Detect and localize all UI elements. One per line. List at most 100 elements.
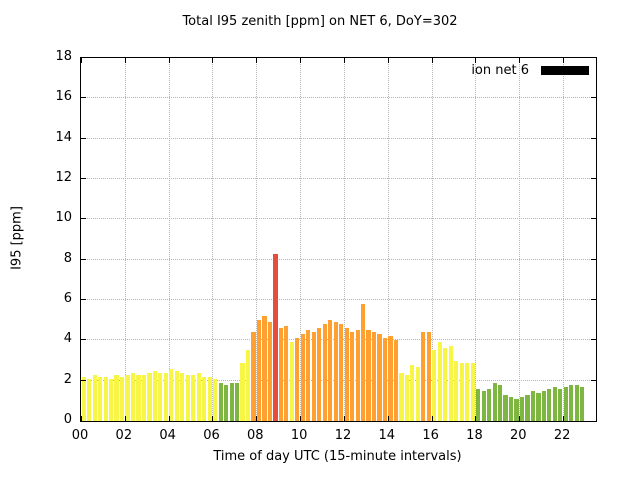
tick-mark-x	[387, 416, 389, 421]
grid-line-horizontal	[81, 339, 596, 341]
bar	[448, 346, 453, 421]
bar	[147, 372, 152, 421]
bar	[503, 394, 508, 421]
grid-line-vertical	[124, 58, 126, 421]
bar	[382, 338, 388, 421]
y-tick-label: 10	[55, 210, 72, 226]
bar	[103, 376, 108, 421]
bar	[432, 350, 437, 421]
bar	[465, 362, 470, 421]
x-tick-label: 12	[334, 428, 352, 443]
bar	[569, 384, 574, 421]
bar	[574, 384, 579, 421]
bar	[552, 386, 557, 421]
tick-mark-y	[81, 379, 86, 381]
tick-mark-x	[168, 416, 170, 421]
bar	[306, 330, 311, 421]
bar	[410, 364, 415, 421]
bar	[114, 374, 119, 421]
bar	[563, 386, 568, 421]
bar	[580, 386, 585, 421]
bar	[180, 372, 185, 421]
x-tick-label: 02	[115, 428, 133, 443]
bar	[130, 372, 136, 421]
bar	[273, 253, 278, 421]
bar	[470, 362, 475, 421]
bar	[92, 374, 97, 421]
bar	[158, 372, 163, 421]
bar	[476, 388, 481, 421]
bar	[169, 368, 174, 421]
bar	[202, 376, 207, 421]
tick-mark-y	[81, 97, 86, 99]
tick-mark-x	[475, 416, 477, 421]
bar	[218, 382, 223, 421]
grid-line-horizontal	[81, 97, 596, 99]
x-tick-label: 06	[203, 428, 220, 443]
bar	[81, 376, 86, 421]
tick-mark-x	[81, 58, 82, 63]
x-tick-label: 04	[159, 428, 176, 443]
grid-line-vertical	[300, 58, 302, 421]
grid-line-vertical	[256, 58, 258, 421]
bar	[519, 396, 525, 421]
bar	[224, 384, 229, 421]
tick-mark-y	[81, 178, 86, 179]
grid-line-vertical	[212, 58, 214, 421]
bar	[366, 330, 371, 421]
tick-mark-y	[81, 258, 86, 260]
bar	[267, 322, 273, 421]
tick-mark-x	[81, 416, 82, 421]
bar	[191, 374, 196, 421]
bar	[278, 328, 283, 421]
bar	[355, 330, 360, 421]
tick-mark-y	[81, 299, 86, 300]
bar	[371, 332, 377, 421]
bar	[196, 372, 201, 421]
bar	[415, 366, 420, 421]
plot-area: ion net 6	[80, 57, 597, 422]
bar	[541, 390, 546, 421]
tick-mark-x	[300, 58, 302, 63]
grid-line-vertical	[168, 58, 170, 421]
y-tick-label: 16	[55, 89, 72, 105]
bar	[295, 338, 300, 421]
bar	[350, 332, 355, 421]
bar	[443, 348, 448, 421]
bar	[492, 382, 497, 421]
x-tick-label: 18	[466, 428, 483, 443]
bar	[87, 378, 92, 421]
y-tick-label: 14	[55, 129, 72, 145]
legend-swatch	[541, 66, 589, 75]
bar	[163, 372, 168, 421]
bar	[481, 390, 486, 421]
bar	[207, 376, 212, 421]
y-axis-label: I95 [ppm]	[9, 206, 25, 270]
bar	[525, 394, 530, 421]
tick-mark-x	[475, 58, 477, 63]
bar	[141, 374, 147, 421]
grid-line-horizontal	[81, 258, 596, 260]
grid-line-vertical	[387, 58, 389, 421]
tick-mark-x	[168, 58, 170, 63]
bar	[339, 324, 344, 421]
bar	[508, 396, 514, 421]
grid-line-vertical	[431, 58, 433, 421]
bar	[547, 388, 552, 421]
grid-line-horizontal	[81, 379, 596, 381]
tick-mark-y	[591, 137, 596, 139]
tick-mark-x	[212, 416, 214, 421]
bar	[185, 374, 190, 421]
tick-mark-x	[300, 416, 302, 421]
bar	[421, 332, 426, 421]
legend-label: ion net 6	[471, 63, 529, 78]
grid-line-vertical	[475, 58, 477, 421]
bar	[459, 362, 464, 421]
x-axis-label: Time of day UTC (15-minute intervals)	[213, 449, 462, 464]
bar	[437, 342, 442, 421]
bar	[536, 392, 541, 421]
tick-mark-x	[431, 58, 433, 63]
x-tick-label: 08	[247, 428, 264, 443]
bar	[98, 376, 103, 421]
